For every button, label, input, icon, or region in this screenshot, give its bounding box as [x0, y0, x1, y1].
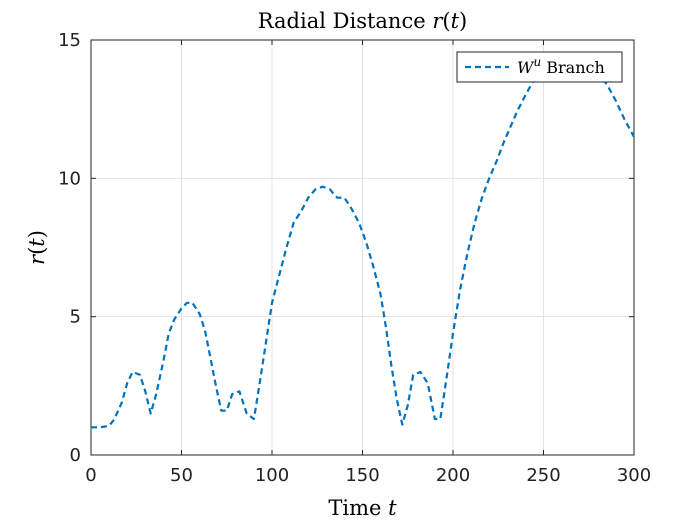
- y-tick-label-15: 15: [58, 30, 81, 51]
- chart-title: Radial Distance r(t): [258, 9, 468, 33]
- series-layer: [91, 55, 635, 429]
- x-tick-label-100: 100: [255, 465, 289, 486]
- legend-label-w-u-branch: Wu Branch: [517, 55, 605, 77]
- grid: [91, 40, 634, 455]
- x-tick-label-150: 150: [345, 465, 379, 486]
- x-tick-label-0: 0: [85, 465, 96, 486]
- legend-box: [456, 51, 623, 83]
- y-axis-label: r(t): [25, 230, 49, 265]
- x-tick-label-250: 250: [526, 465, 560, 486]
- y-tick-label-0: 0: [70, 445, 81, 466]
- x-tick-label-300: 300: [617, 465, 651, 486]
- y-tick-label-10: 10: [58, 168, 81, 189]
- axes-ticks: 0 50 100 150 200 250 300 0 5 10 15: [58, 30, 651, 486]
- series-line-w-u-branch: [91, 55, 635, 429]
- legend: Wu Branch: [456, 51, 623, 83]
- x-tick-label-200: 200: [436, 465, 470, 486]
- x-tick-label-50: 50: [170, 465, 193, 486]
- x-axis-label: Time t: [328, 496, 397, 520]
- y-tick-label-5: 5: [70, 307, 81, 328]
